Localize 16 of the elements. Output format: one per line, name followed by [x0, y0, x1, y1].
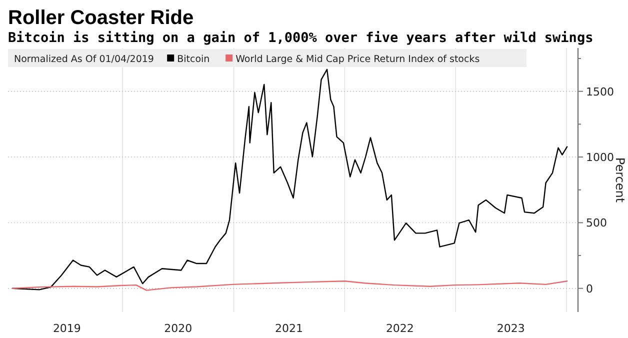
y-tick-label: 1000: [586, 151, 614, 164]
y-tick-label: 0: [586, 282, 593, 296]
legend-label: Bitcoin: [177, 54, 210, 65]
chart-subtitle: Bitcoin is sitting on a gain of 1,000% over five years after wild swings: [8, 30, 594, 46]
x-tick-label: 2022: [386, 322, 414, 335]
x-tick-label: 2020: [164, 322, 192, 335]
x-tick-label: 2023: [496, 322, 525, 335]
x-tick-label: 2019: [52, 322, 81, 335]
legend-label: World Large & Mid Cap Price Return Index of stocks: [236, 54, 480, 65]
x-tick-label: 2021: [275, 322, 304, 335]
y-tick-label: 1500: [586, 85, 614, 98]
line-series: [12, 280, 568, 291]
legend-title: Normalized As Of 01/04/2019: [14, 54, 154, 65]
chart-title: Roller Coaster Ride: [8, 7, 194, 29]
y-tick-label: 500: [586, 216, 607, 230]
y-axis-title: Percent: [613, 157, 627, 203]
